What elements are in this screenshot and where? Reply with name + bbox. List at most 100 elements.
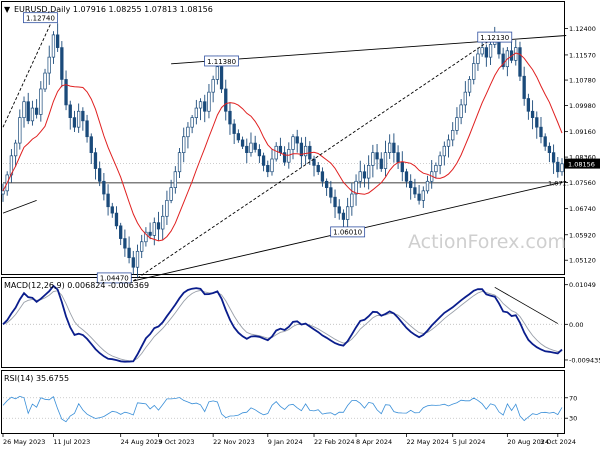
candle-body xyxy=(358,171,362,182)
x-tick-label: 26 May 2023 xyxy=(3,438,45,446)
candle-body xyxy=(144,231,148,243)
x-tick-label: 22 Feb 2024 xyxy=(314,438,354,446)
x-tick-label: 9 Jan 2024 xyxy=(268,438,303,446)
candle-body xyxy=(299,142,304,157)
macd-signal-line xyxy=(2,289,563,362)
candle-body xyxy=(472,63,476,80)
annotation-label: 1.04470 xyxy=(100,275,129,283)
x-tick-label: 20 Aug 2024 xyxy=(507,438,549,446)
candle-body xyxy=(194,107,198,118)
price-tick-label: 1.05120 xyxy=(569,257,596,265)
candle-body xyxy=(13,142,18,157)
price-candles xyxy=(1,23,564,278)
candle-body xyxy=(173,171,177,189)
candle-body xyxy=(257,149,262,157)
candle-body xyxy=(18,117,22,144)
candle-body xyxy=(169,187,173,201)
candle-body xyxy=(219,66,224,90)
candle-body xyxy=(232,123,236,134)
candle-body xyxy=(484,47,488,58)
current-price-tag-label: 1.08156 xyxy=(568,160,595,168)
candle-body xyxy=(396,152,400,163)
price-tick-label: 1.06740 xyxy=(569,205,596,213)
candle-body xyxy=(354,180,358,195)
candle-body xyxy=(375,152,379,160)
candle-body xyxy=(203,101,207,112)
candle-body xyxy=(287,149,291,163)
candle-body xyxy=(337,206,341,214)
candle-body xyxy=(476,53,480,64)
candle-body xyxy=(278,145,283,153)
candle-body xyxy=(245,145,249,153)
candle-body xyxy=(22,101,26,118)
candle-body xyxy=(383,152,388,169)
candle-body xyxy=(379,158,383,169)
candle-body xyxy=(114,212,119,227)
candle-body xyxy=(560,163,564,173)
macd-tick-label: -0.009435 xyxy=(569,356,600,364)
candle-body xyxy=(333,196,337,208)
rsi-tick-label: 70 xyxy=(569,394,577,402)
macd-tick-label: 0.00 xyxy=(569,321,583,329)
candle-body xyxy=(60,47,64,80)
candle-body xyxy=(106,193,110,208)
candle-body xyxy=(421,190,425,201)
trendline-early-rise xyxy=(2,17,54,128)
candle-body xyxy=(98,168,102,182)
annotation-label: 1.11380 xyxy=(207,58,236,66)
macd-tick-label: 0.01049 xyxy=(569,281,596,289)
candle-body xyxy=(425,180,430,192)
candle-body xyxy=(186,126,190,138)
candle-body xyxy=(165,200,169,217)
candle-body xyxy=(207,91,211,112)
candle-body xyxy=(282,152,287,163)
annotation-box xyxy=(204,55,239,67)
candle-body xyxy=(535,117,539,128)
candle-body xyxy=(140,241,144,252)
price-tick-label: 1.07560 xyxy=(569,179,596,187)
candle-body xyxy=(93,152,98,169)
candle-body xyxy=(404,171,409,182)
candle-body xyxy=(526,98,531,112)
price-tick-label: 1.11570 xyxy=(569,51,596,59)
candle-body xyxy=(89,136,93,153)
candle-body xyxy=(556,161,560,173)
macd-panel-frame xyxy=(1,277,565,368)
candle-body xyxy=(312,158,316,166)
candle-body xyxy=(455,117,459,131)
candle-body xyxy=(345,206,350,220)
watermark: ActionForex.com xyxy=(408,231,566,253)
candle-body xyxy=(438,155,442,166)
x-tick-label: 11 Jul 2023 xyxy=(53,438,90,446)
candle-body xyxy=(148,231,152,236)
candle-body xyxy=(26,101,30,122)
candle-body xyxy=(127,247,131,259)
candle-body xyxy=(400,161,404,173)
candle-body xyxy=(68,104,72,118)
candle-body xyxy=(30,107,35,122)
candle-body xyxy=(362,171,367,179)
candle-body xyxy=(295,136,299,144)
candle-body xyxy=(274,145,278,160)
annotation-label: 1.12740 xyxy=(26,14,55,22)
candle-body xyxy=(85,120,89,138)
macd-layer: 0.01049 0.00 -0.009435 xyxy=(2,281,600,364)
candle-body xyxy=(102,180,106,195)
candle-body xyxy=(228,110,232,125)
candle-body xyxy=(530,110,535,118)
candle-body xyxy=(467,79,472,93)
price-tick-label: 1.10780 xyxy=(569,77,596,85)
candle-body xyxy=(388,142,392,153)
candle-body xyxy=(409,180,413,189)
candle-body xyxy=(211,79,215,93)
candle-body xyxy=(161,215,165,230)
macd-title: MACD(12,26,9) 0.006824 -0.006369 xyxy=(4,281,149,290)
ma-label: 1.07… xyxy=(548,179,569,187)
candle-body xyxy=(324,180,329,189)
candle-body xyxy=(198,101,203,109)
candle-body xyxy=(329,187,333,198)
candle-body xyxy=(543,136,547,147)
candle-body xyxy=(551,152,556,163)
